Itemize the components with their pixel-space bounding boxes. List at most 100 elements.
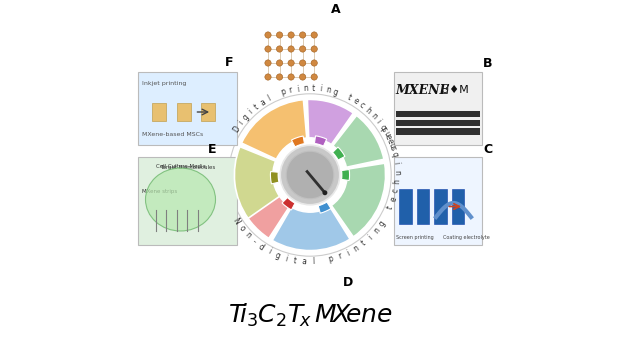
Wedge shape: [308, 99, 353, 145]
Text: A: A: [331, 3, 340, 16]
Text: D: D: [231, 124, 242, 134]
Text: g: g: [241, 112, 250, 122]
Wedge shape: [332, 147, 345, 160]
Text: g: g: [377, 219, 387, 228]
Circle shape: [322, 190, 327, 195]
Wedge shape: [331, 163, 386, 237]
Circle shape: [299, 60, 306, 66]
FancyBboxPatch shape: [202, 103, 216, 121]
Circle shape: [299, 32, 306, 38]
FancyBboxPatch shape: [434, 189, 446, 224]
Text: D: D: [343, 276, 353, 289]
Text: i: i: [236, 119, 245, 126]
Text: a: a: [259, 97, 267, 107]
Text: n: n: [325, 85, 331, 95]
Text: e: e: [385, 137, 395, 145]
FancyBboxPatch shape: [417, 189, 429, 224]
Text: t: t: [360, 239, 368, 248]
Text: n: n: [352, 244, 360, 254]
Wedge shape: [314, 136, 327, 146]
Text: e: e: [389, 195, 399, 202]
Wedge shape: [291, 136, 304, 147]
Text: t: t: [311, 84, 315, 93]
Text: Cell Culture Media: Cell Culture Media: [156, 164, 206, 169]
Text: e: e: [383, 133, 393, 141]
Wedge shape: [318, 202, 331, 213]
Wedge shape: [342, 169, 350, 181]
Text: h: h: [392, 178, 401, 184]
Circle shape: [311, 46, 317, 52]
FancyBboxPatch shape: [396, 111, 480, 117]
Text: i: i: [391, 161, 401, 164]
Text: N: N: [231, 216, 242, 226]
Text: MXene strips: MXene strips: [142, 189, 177, 194]
Circle shape: [288, 46, 294, 52]
Circle shape: [286, 151, 334, 199]
Text: i: i: [319, 84, 322, 93]
Text: s: s: [388, 145, 397, 152]
Text: n: n: [303, 84, 308, 93]
Text: n: n: [371, 226, 381, 236]
Circle shape: [265, 74, 271, 80]
Text: u: u: [386, 141, 397, 149]
Circle shape: [311, 32, 317, 38]
Circle shape: [277, 46, 283, 52]
Wedge shape: [241, 100, 307, 159]
Circle shape: [277, 74, 283, 80]
Circle shape: [265, 46, 271, 52]
Text: B: B: [483, 57, 493, 70]
Text: h: h: [363, 105, 373, 116]
Text: q: q: [389, 150, 399, 158]
FancyBboxPatch shape: [177, 103, 191, 121]
Text: n: n: [242, 230, 252, 240]
Text: $\mathit{T\!i}_{\mathit{3}}\mathit{C}_{\mathit{2}}\mathit{T}_{\!\mathit{x}}$$\,\: $\mathit{T\!i}_{\mathit{3}}\mathit{C}_{\…: [228, 302, 392, 329]
Text: d: d: [257, 242, 266, 252]
FancyBboxPatch shape: [452, 189, 464, 224]
Circle shape: [277, 60, 283, 66]
Wedge shape: [270, 172, 279, 184]
Text: i: i: [247, 107, 255, 116]
Text: g: g: [273, 250, 281, 260]
Text: s: s: [379, 125, 389, 133]
Text: t: t: [252, 102, 260, 111]
Circle shape: [288, 60, 294, 66]
Text: i: i: [284, 254, 288, 263]
Text: F: F: [225, 56, 234, 69]
Text: i: i: [345, 248, 351, 258]
Text: l: l: [266, 94, 272, 103]
Text: U♦M: U♦M: [441, 85, 469, 95]
Wedge shape: [282, 197, 295, 210]
Circle shape: [265, 60, 271, 66]
Wedge shape: [239, 188, 290, 238]
FancyBboxPatch shape: [138, 158, 236, 245]
Wedge shape: [234, 147, 280, 218]
Text: t: t: [293, 256, 297, 265]
Text: Target Biomolecules: Target Biomolecules: [160, 164, 215, 169]
Text: r: r: [337, 252, 343, 261]
Text: q: q: [378, 123, 388, 132]
Text: i: i: [366, 233, 374, 242]
Text: C: C: [483, 143, 492, 156]
Text: Inkjet printing: Inkjet printing: [142, 80, 187, 85]
Wedge shape: [333, 116, 384, 167]
FancyBboxPatch shape: [399, 189, 412, 224]
Text: Screen printing: Screen printing: [396, 235, 433, 240]
Text: i: i: [374, 118, 383, 125]
Text: Coating electrolyte: Coating electrolyte: [443, 235, 490, 240]
Text: n: n: [392, 169, 401, 175]
FancyBboxPatch shape: [153, 103, 167, 121]
Circle shape: [288, 32, 294, 38]
Text: MXene-based MSCs: MXene-based MSCs: [142, 132, 203, 136]
Text: g: g: [332, 87, 339, 97]
Text: o: o: [237, 224, 247, 233]
Circle shape: [280, 145, 340, 205]
Circle shape: [311, 74, 317, 80]
Text: a: a: [301, 257, 307, 266]
FancyBboxPatch shape: [394, 72, 482, 145]
FancyBboxPatch shape: [394, 158, 482, 245]
Text: p: p: [280, 88, 287, 98]
Circle shape: [277, 32, 283, 38]
Text: c: c: [391, 187, 401, 193]
FancyBboxPatch shape: [396, 120, 480, 126]
Circle shape: [299, 74, 306, 80]
